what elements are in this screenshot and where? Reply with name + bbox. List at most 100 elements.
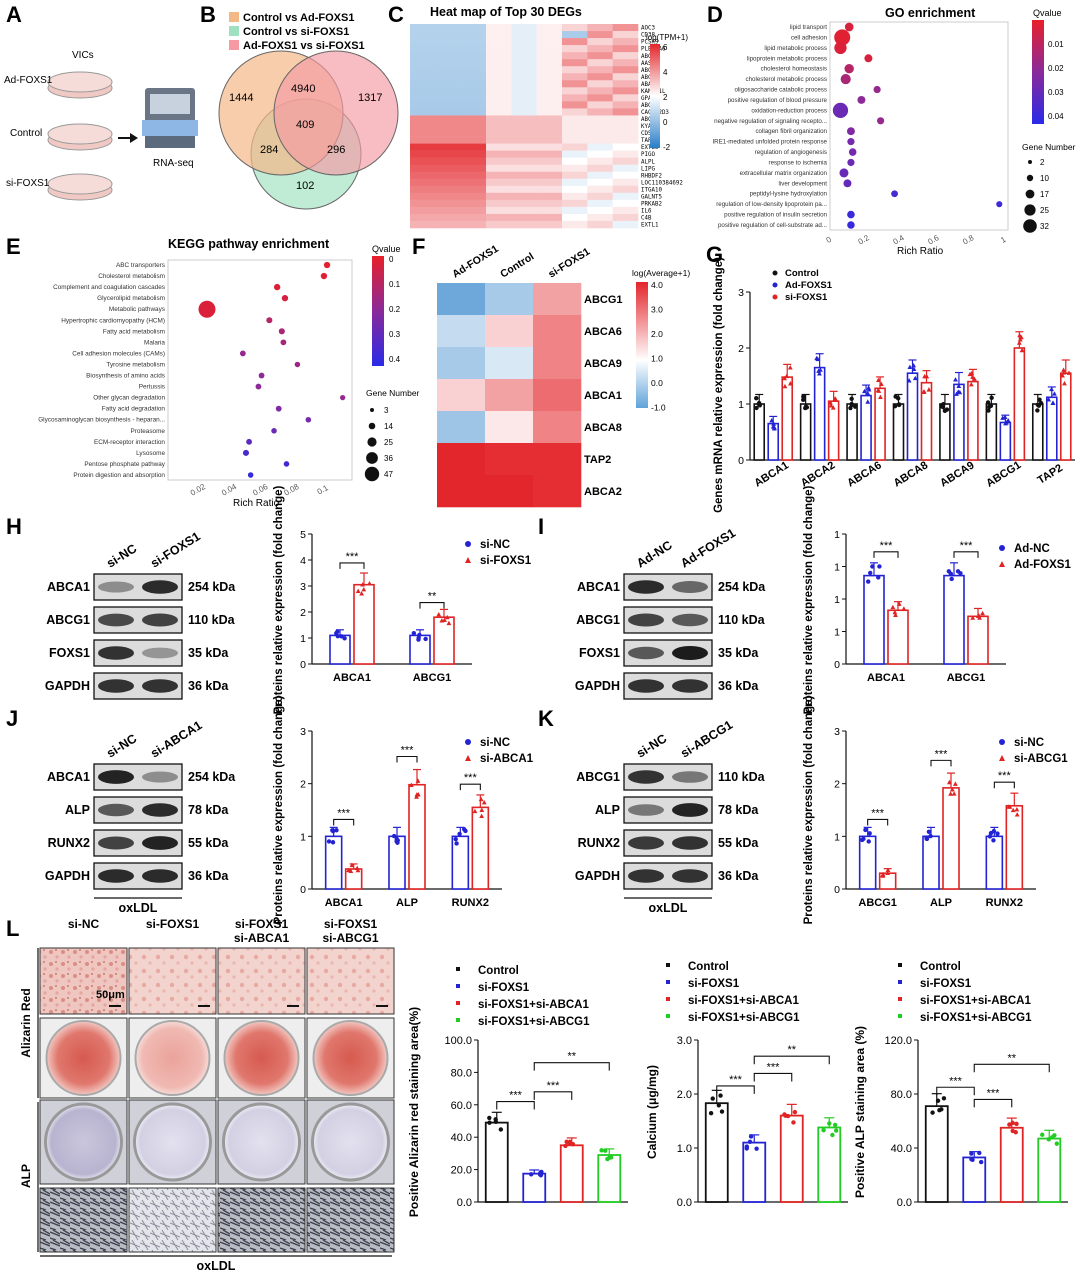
heatmap-cell bbox=[612, 220, 639, 229]
go-qvalue-colorbar bbox=[1032, 20, 1044, 124]
data-point bbox=[991, 838, 996, 843]
heatmap-gene-label: CD52 bbox=[641, 131, 655, 137]
bar bbox=[817, 1126, 842, 1203]
y-tick-label: 120.0 bbox=[884, 1035, 912, 1047]
significance-mark: *** bbox=[871, 807, 885, 819]
blot-size-label: 254 kDa bbox=[718, 580, 766, 594]
heatmap-cell bbox=[460, 45, 487, 53]
heatmap-cell bbox=[562, 59, 588, 67]
heatmap-cell bbox=[410, 143, 436, 151]
heatmap-cell bbox=[435, 185, 461, 194]
data-point bbox=[1006, 804, 1012, 809]
h-bar-chart: 0 1 2 3 4 5 Proteins relative expression (fold… bbox=[273, 485, 532, 714]
size-legend-dot bbox=[364, 466, 380, 482]
data-point bbox=[330, 840, 336, 845]
scale-bar-label: 50μm bbox=[96, 989, 125, 1001]
enrichment-dot bbox=[848, 148, 857, 156]
bar bbox=[471, 806, 490, 890]
l-alp-chart: Control si-FOXS1 si-FOXS1+si-ABCA1 si-FOXS1… bbox=[853, 961, 1068, 1209]
heatmap-cell bbox=[410, 206, 436, 215]
data-point bbox=[935, 1098, 941, 1103]
l-alizarin-chart: Control si-FOXS1 si-FOXS1+si-ABCA1 si-FOXS1… bbox=[407, 965, 628, 1217]
heatmap-cell bbox=[511, 38, 537, 46]
heatmap-gene-label: PRKAB2 bbox=[641, 201, 662, 207]
f-heatmap-cell bbox=[437, 315, 486, 348]
blot-band bbox=[142, 836, 178, 850]
y-axis-label: Proteins relative expression (fold chang… bbox=[803, 485, 815, 714]
significance-mark: *** bbox=[987, 1087, 1001, 1099]
venn-count-all: 409 bbox=[296, 119, 314, 131]
f-gene-label: ABCA8 bbox=[584, 422, 622, 434]
heatmap-cell bbox=[612, 185, 639, 194]
alizarin-micrograph bbox=[128, 947, 217, 1015]
heatmap-cell bbox=[562, 80, 588, 88]
data-point bbox=[1017, 332, 1023, 338]
x-tick-label: ABCG1 bbox=[858, 897, 897, 909]
x-tick-label: ABCA1 bbox=[333, 672, 371, 684]
data-point bbox=[1049, 386, 1054, 392]
f-heatmap-cell bbox=[485, 475, 534, 508]
enrichment-dot bbox=[281, 294, 289, 302]
data-point bbox=[326, 839, 332, 844]
significance-mark: *** bbox=[729, 1074, 743, 1086]
heatmap-cell bbox=[562, 143, 588, 151]
data-point bbox=[361, 586, 367, 592]
legend-label-b1: Control vs Ad-FOXS1 bbox=[243, 12, 354, 24]
legend-label: Ad-NC bbox=[1014, 543, 1050, 555]
y-tick-label: 40.0 bbox=[891, 1143, 912, 1155]
data-point bbox=[830, 405, 836, 410]
legend-label: si-FOXS1+si-ABCG1 bbox=[920, 1012, 1032, 1024]
heatmap-cell bbox=[410, 101, 436, 109]
enrichment-dot bbox=[839, 168, 849, 178]
alizarin-well bbox=[134, 1020, 211, 1096]
significance-bracket bbox=[936, 1086, 975, 1096]
bar bbox=[962, 1156, 987, 1203]
heatmap-cell bbox=[587, 220, 613, 229]
y-tick-label: 3 bbox=[738, 287, 744, 299]
data-point bbox=[912, 375, 918, 381]
data-point bbox=[906, 378, 912, 383]
significance-mark: ** bbox=[567, 1051, 576, 1063]
bar bbox=[1059, 372, 1072, 461]
data-point bbox=[719, 1109, 725, 1114]
data-point bbox=[895, 396, 901, 401]
alizarin-well bbox=[45, 1020, 122, 1096]
heatmap-cell bbox=[410, 178, 436, 187]
bar bbox=[906, 372, 919, 461]
data-point bbox=[875, 387, 881, 393]
blot-band bbox=[628, 804, 664, 816]
data-point bbox=[946, 569, 952, 574]
f-heatmap-cell bbox=[485, 283, 534, 316]
bar bbox=[942, 787, 960, 890]
rna-seq-label: RNA-seq bbox=[153, 158, 194, 169]
term-label: positive regulation of insulin secretion bbox=[724, 212, 827, 219]
f-heatmap-cell bbox=[533, 379, 582, 412]
blot-band bbox=[628, 613, 664, 627]
legend-marker bbox=[898, 997, 902, 1001]
f-heatmap-cell bbox=[437, 443, 486, 476]
heatmap-cell bbox=[536, 178, 563, 187]
heatmap-cell bbox=[486, 164, 512, 173]
panel-letter-j: J bbox=[6, 706, 18, 731]
data-point bbox=[878, 381, 884, 386]
heatmap-cell bbox=[587, 171, 613, 180]
data-point bbox=[1061, 367, 1066, 372]
qvalue-tick: 0.2 bbox=[389, 305, 401, 314]
data-point bbox=[801, 397, 806, 403]
heatmap-cell bbox=[435, 94, 461, 102]
heatmap-cell bbox=[562, 52, 588, 60]
data-point bbox=[1046, 1137, 1051, 1142]
plot-frame bbox=[167, 259, 353, 481]
panel-d: D GO enrichment lipid transport cell adhe… bbox=[707, 2, 1076, 257]
data-point bbox=[442, 617, 447, 622]
data-point bbox=[461, 827, 467, 832]
heatmap-cell bbox=[612, 213, 639, 222]
heatmap-gene-label: RHBDF2 bbox=[641, 173, 662, 179]
data-point bbox=[896, 601, 902, 606]
plot-frame bbox=[829, 21, 1009, 231]
stain-column-label: si-FOXS1 bbox=[324, 917, 378, 931]
data-point bbox=[862, 388, 867, 394]
data-point bbox=[892, 403, 898, 409]
data-point bbox=[944, 407, 950, 412]
